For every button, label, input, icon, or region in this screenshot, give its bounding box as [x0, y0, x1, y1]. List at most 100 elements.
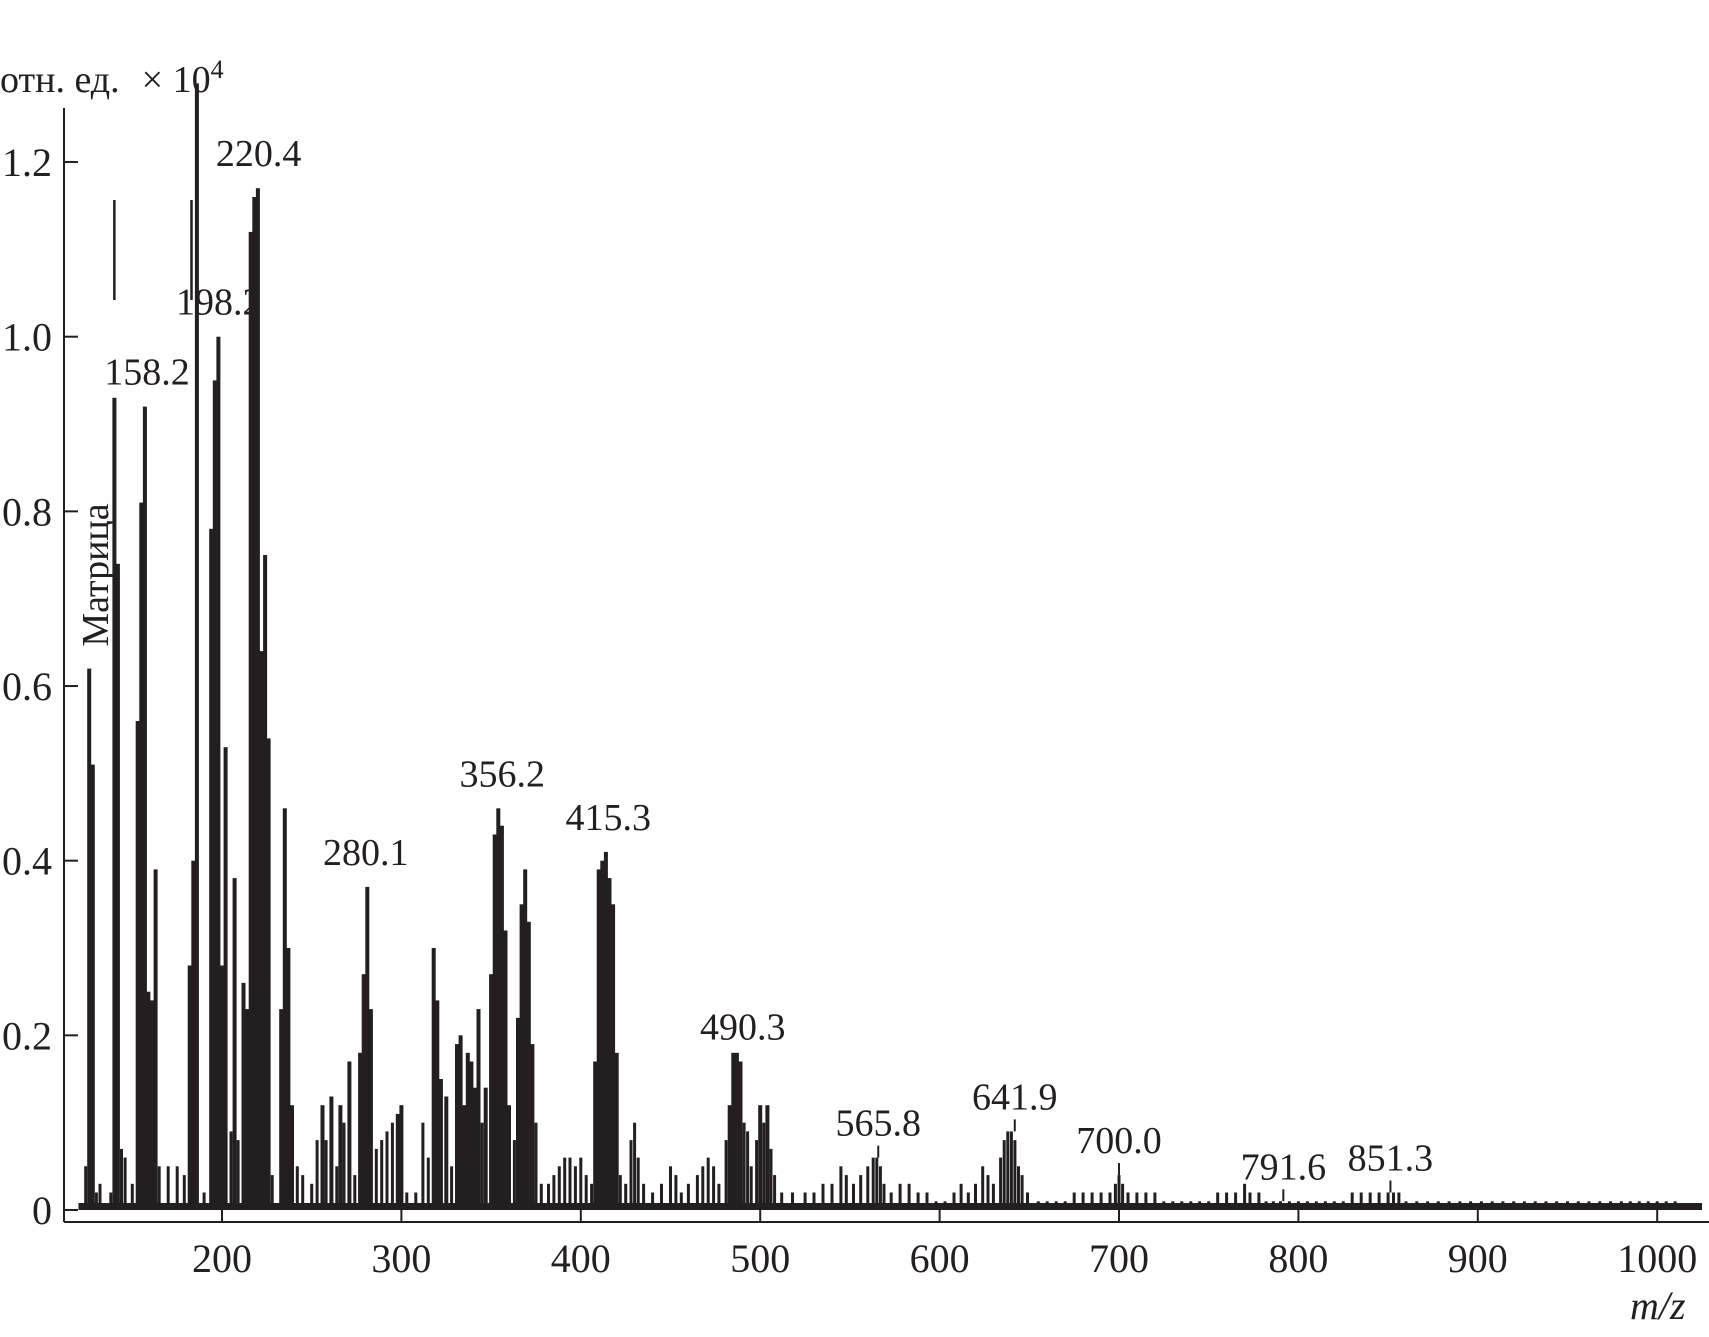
y-tick-label: 0	[32, 1188, 52, 1233]
spectrum-peak	[981, 1166, 985, 1210]
spectrum-peak	[431, 948, 436, 1210]
annotations-layer: 158.2 198.2 220.4 280.1 356.2 415.3 490.3 565.8…	[75, 133, 1434, 1202]
spectrum-peak	[568, 1157, 572, 1210]
spectrum-peak	[552, 1175, 556, 1210]
spectrum-peak	[875, 1157, 879, 1210]
spectrum-peak	[593, 1061, 598, 1210]
spectrum-peak	[573, 1166, 577, 1210]
spectrum-peak	[438, 1079, 443, 1210]
spectrum-peak	[991, 1183, 995, 1210]
spectrum-peak	[844, 1175, 848, 1210]
spectrum-peak	[496, 808, 501, 1210]
spectrum-peak	[353, 1175, 357, 1210]
ticks-layer: 0 0.2 0.4 0.6 0.8 1.0 1.2 200 300 400 500 600 700 800…	[2, 140, 1697, 1281]
spectrum-peak	[112, 397, 117, 1210]
spectrum-peak	[629, 1140, 633, 1210]
spectrum-peak	[270, 1175, 274, 1210]
spectrum-peak	[734, 1052, 739, 1210]
spectrum-peak	[712, 1166, 716, 1210]
spectrum-peak	[385, 1131, 389, 1210]
spectrum-peak	[455, 1044, 459, 1210]
spectrum-peak	[1248, 1192, 1252, 1210]
spectrum-peak	[347, 1061, 352, 1210]
spectrum-peak	[1026, 1192, 1029, 1210]
spectrum-peak	[473, 1087, 477, 1210]
spectrum-peak	[758, 1105, 763, 1210]
spectrum-peak	[1386, 1192, 1390, 1210]
spectrum-peak	[469, 1061, 474, 1210]
spectrum-peak	[335, 1166, 339, 1210]
spectrum-peak	[1350, 1192, 1354, 1210]
spectrum-peak	[241, 982, 246, 1210]
spectrum-peak	[519, 904, 524, 1210]
spectrum-peak	[679, 1192, 683, 1210]
spectrum-peak	[925, 1192, 929, 1210]
spectrum-peak	[1359, 1192, 1363, 1210]
spectrum-peak	[220, 965, 224, 1210]
spectrum-peak	[295, 1166, 299, 1210]
x-tick-label: 300	[371, 1236, 431, 1281]
peak-label: 851.3	[1348, 1138, 1434, 1180]
y-tick-label: 0.8	[2, 489, 52, 534]
spectrum-peak	[123, 1157, 127, 1210]
spectrum-peak	[450, 1166, 454, 1210]
spectrum-peak	[191, 860, 196, 1210]
spectrum-peak	[539, 1183, 543, 1210]
spectrum-peak	[603, 851, 608, 1210]
spectrum-peak	[390, 1122, 394, 1210]
spectrum-peak	[852, 1183, 855, 1210]
spectrum-peak	[282, 808, 287, 1210]
spectrum-peak	[882, 1183, 886, 1210]
baseline-noise	[78, 1203, 1703, 1210]
spectrum-peak	[1397, 1192, 1401, 1210]
spectrum-peak	[301, 1175, 305, 1210]
spectrum-peak	[483, 1087, 488, 1210]
spectrum-peak	[1020, 1175, 1024, 1210]
spectrum-peak	[142, 406, 147, 1211]
spectrum-peak	[1257, 1192, 1261, 1210]
spectrum-peak	[1090, 1192, 1094, 1210]
spectrum-peak	[266, 738, 271, 1210]
spectrum-peak	[780, 1192, 784, 1210]
spectrum-peak	[252, 197, 257, 1210]
spectrum-peak	[194, 83, 199, 1210]
spectrum-peak	[878, 1166, 882, 1210]
spectrum-peak	[374, 1148, 378, 1210]
spectrum-peak	[651, 1192, 655, 1210]
spectrum-peak	[157, 1166, 161, 1210]
spectrum-peak	[579, 1157, 583, 1210]
spectrum-peak	[1216, 1192, 1220, 1210]
spectrum-peak	[87, 668, 92, 1210]
spectrum-peak	[986, 1175, 990, 1210]
spectrum-peak	[1072, 1192, 1076, 1210]
spectrum-peak	[120, 1148, 123, 1210]
spectrum-peak	[135, 721, 140, 1210]
spectrum-peak	[642, 1183, 646, 1210]
spectrum-peak	[315, 1140, 319, 1210]
spectrum-peak	[248, 231, 253, 1210]
spectrum-peak	[212, 380, 217, 1210]
spectrum-peak	[590, 1183, 594, 1210]
spectrum-peak	[187, 965, 192, 1210]
peak-label: 415.3	[565, 797, 651, 839]
spectrum-peak	[636, 1157, 640, 1210]
spectrum-peak	[1002, 1140, 1006, 1210]
y-tick-label: 1.2	[2, 140, 52, 185]
spectrum-peak	[1392, 1192, 1395, 1210]
y-axis-multiplier: × 10	[141, 59, 211, 101]
spectrum-peak	[686, 1183, 690, 1210]
spectrum-peak	[421, 1122, 425, 1210]
x-tick-label: 500	[730, 1236, 790, 1281]
spectrum-peak	[1117, 1175, 1121, 1210]
spectrum-peak	[499, 825, 504, 1210]
x-tick-label: 200	[192, 1236, 252, 1281]
spectrum-peak	[966, 1192, 970, 1210]
spectrum-peak	[139, 502, 144, 1211]
spectrum-peak	[624, 1183, 628, 1210]
spectrum-peak	[426, 1157, 430, 1210]
y-axis-unit: отн. ед.	[0, 59, 120, 101]
spectrum-peak	[534, 1122, 538, 1210]
spectrum-peak	[358, 1052, 363, 1210]
spectrum-peak	[674, 1175, 678, 1210]
spectrum-peak	[717, 1183, 721, 1210]
